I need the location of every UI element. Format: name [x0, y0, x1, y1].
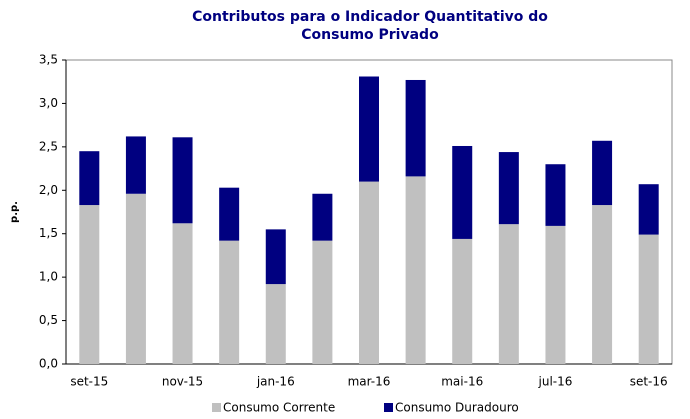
bar-segment	[79, 205, 100, 364]
bar-segment	[405, 176, 426, 364]
legend-swatch	[212, 403, 221, 412]
y-tick-label: 0,5	[39, 313, 58, 327]
bar-segment	[312, 193, 333, 241]
bar-segment	[592, 140, 613, 206]
y-axis-label: p.p.	[9, 201, 20, 223]
y-tick-label: 3,5	[39, 53, 58, 67]
y-tick-label: 2,0	[39, 183, 58, 197]
bar-segment	[359, 181, 379, 364]
y-tick-label: 2,5	[39, 139, 58, 153]
legend-label: Consumo Duradouro	[395, 401, 519, 415]
chart-title: Contributos para o Indicador Quantitativ…	[192, 9, 548, 43]
bar-segment	[312, 240, 333, 364]
bar-segment	[452, 145, 473, 239]
bar-segment	[265, 229, 286, 285]
y-tick-label: 1,5	[39, 226, 58, 240]
bar-segment	[219, 187, 240, 241]
x-tick-label: nov-15	[162, 375, 203, 389]
x-tick-label: mai-16	[441, 375, 483, 389]
bar-segment	[498, 152, 519, 225]
x-tick-label: mar-16	[348, 375, 391, 389]
bar-segment	[125, 136, 146, 194]
y-tick-label: 3,0	[39, 96, 58, 110]
bar-segment	[219, 240, 240, 364]
legend-label: Consumo Corrente	[223, 401, 335, 415]
bar-segment	[545, 164, 566, 226]
bar-segment	[498, 224, 519, 364]
bar-segment	[172, 223, 193, 364]
bar-segment	[172, 137, 193, 224]
x-tick-label: set-16	[630, 375, 668, 389]
y-tick-label: 1,0	[39, 270, 58, 284]
bar-segment	[265, 284, 286, 364]
y-tick-label: 0,0	[39, 357, 58, 371]
x-tick-label: jan-16	[256, 375, 295, 389]
bar-segment	[359, 76, 379, 182]
bar-segment	[638, 234, 659, 364]
bar-segment	[545, 225, 566, 364]
x-tick-label: set-15	[70, 375, 108, 389]
bar-segment	[79, 151, 100, 206]
bar-segment	[405, 79, 426, 177]
bar-segment	[638, 184, 659, 235]
bar-segment	[452, 238, 473, 364]
legend-swatch	[384, 403, 393, 412]
bar-segment	[592, 205, 613, 364]
bar-segment	[125, 193, 146, 364]
x-tick-label: jul-16	[538, 375, 573, 389]
